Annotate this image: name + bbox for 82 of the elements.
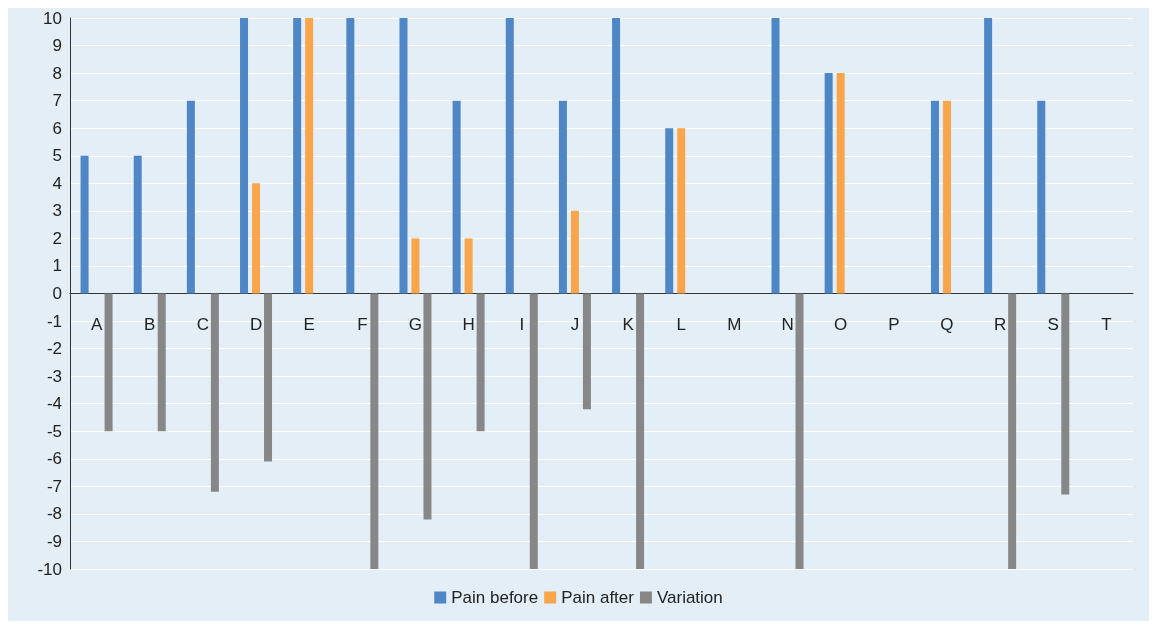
x-tick-label: K — [622, 314, 635, 334]
legend-label: Pain after — [561, 588, 635, 607]
y-tick-label: -2 — [46, 339, 62, 359]
bar — [984, 18, 993, 294]
bar — [582, 293, 591, 410]
bar — [464, 238, 473, 294]
x-tick-label: I — [519, 314, 525, 334]
bar — [264, 293, 273, 462]
bar — [636, 293, 645, 569]
bar — [293, 18, 302, 294]
bar — [930, 100, 939, 294]
x-tick-label: B — [144, 314, 156, 334]
y-tick-label: 6 — [52, 118, 62, 138]
x-tick-label: O — [834, 314, 848, 334]
bar — [399, 18, 408, 294]
bar — [133, 155, 142, 294]
y-tick-label: 1 — [52, 256, 62, 276]
bar — [157, 293, 166, 432]
y-tick-label: 2 — [52, 228, 62, 248]
bar — [423, 293, 432, 520]
x-tick-label: L — [676, 314, 686, 334]
bar — [346, 18, 355, 294]
bar — [411, 238, 420, 294]
bar — [529, 293, 538, 569]
y-tick-label: 9 — [52, 36, 62, 56]
bar — [1008, 293, 1017, 569]
x-tick-label: G — [408, 314, 423, 334]
bar — [1037, 100, 1046, 294]
legend-label: Variation — [656, 588, 723, 607]
bar — [370, 293, 379, 569]
legend-label: Pain before — [451, 588, 539, 607]
y-tick-label: 10 — [43, 8, 62, 28]
y-tick-label: -6 — [46, 449, 62, 469]
bar — [104, 293, 113, 432]
bar — [771, 18, 780, 294]
y-tick-label: -5 — [46, 421, 62, 441]
y-tick-label: -4 — [46, 394, 62, 414]
bar — [942, 100, 951, 294]
x-tick-label: A — [90, 314, 103, 334]
x-tick-label: M — [727, 314, 742, 334]
x-tick-label: T — [1101, 314, 1112, 334]
x-tick-label: J — [570, 314, 580, 334]
y-tick-label: 7 — [52, 91, 62, 111]
y-tick-label: 3 — [52, 201, 62, 221]
x-tick-label: S — [1047, 314, 1059, 334]
y-tick-label: 8 — [52, 63, 62, 83]
bar — [476, 293, 485, 432]
x-tick-label: Q — [940, 314, 954, 334]
bar — [612, 18, 621, 294]
bar — [1061, 293, 1070, 495]
bar — [836, 73, 845, 294]
bar — [305, 18, 314, 294]
bar — [677, 128, 686, 294]
x-tick-label: F — [357, 314, 368, 334]
y-tick-label: 4 — [52, 173, 62, 193]
y-tick-label: 0 — [52, 284, 62, 303]
bar — [795, 293, 804, 569]
x-tick-label: R — [993, 314, 1007, 334]
x-tick-label: P — [888, 314, 900, 334]
x-tick-label: N — [781, 314, 794, 334]
y-tick-label: -8 — [46, 504, 62, 524]
x-tick-label: H — [462, 314, 475, 334]
y-tick-label: -9 — [46, 531, 62, 551]
bar — [210, 293, 219, 492]
x-tick-label: D — [249, 314, 263, 334]
y-tick-label: -7 — [46, 476, 62, 496]
bar — [665, 128, 674, 294]
y-tick-label: -1 — [46, 311, 62, 331]
bar — [452, 100, 461, 294]
bar — [558, 100, 567, 294]
bar — [252, 183, 261, 294]
bar — [824, 73, 833, 294]
bar — [186, 100, 195, 294]
bar — [80, 155, 89, 294]
bar — [240, 18, 249, 294]
y-tick-label: -10 — [37, 559, 62, 579]
x-tick-label: E — [303, 314, 315, 334]
y-tick-label: -3 — [46, 366, 62, 386]
bar — [570, 210, 579, 294]
x-tick-label: C — [196, 314, 210, 334]
y-tick-label: 5 — [52, 146, 62, 166]
bar — [505, 18, 514, 294]
